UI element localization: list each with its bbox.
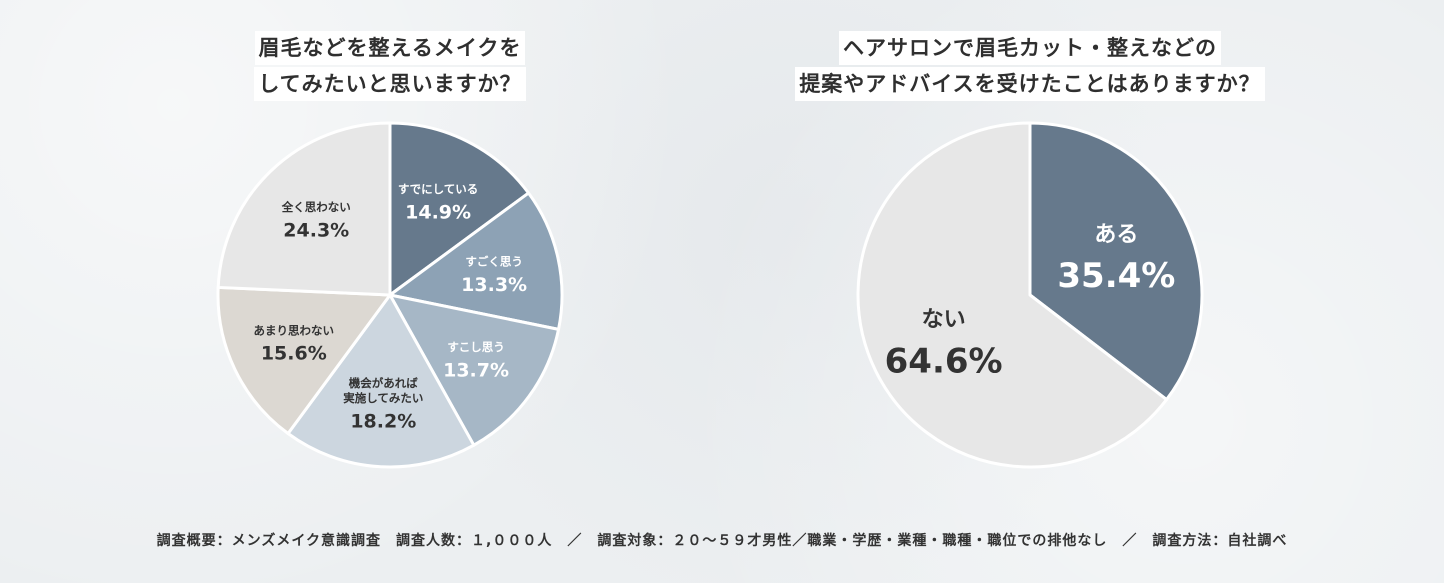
left-pie-chart: すでにしている 14.9% すごく思う 13.3% すこし思う 13.7% 機会があれば実施…: [216, 121, 564, 469]
left-pie-slice-4: [216, 285, 392, 436]
left-slice-5-value-label: 24.3%: [283, 220, 349, 242]
left-slice-0-value-label: 14.9%: [405, 202, 471, 224]
left-slice-3-name-line-0: 機会があれば: [349, 376, 418, 390]
left-slice-3-value-label: 18.2%: [350, 411, 416, 433]
left-slice-2-name-line-0: すこし思う: [447, 340, 505, 354]
right-pie-slice-0: [1028, 121, 1204, 402]
right-pie-slice-1: [856, 121, 1169, 469]
right-chart-title-line-2: 提案やアドバイスを受けたことはありますか？: [795, 67, 1265, 101]
left-slice-2-value-label: 13.7%: [443, 360, 509, 382]
right-slice-0-value-label: 35.4%: [1057, 256, 1175, 296]
right-pie-slices: [856, 121, 1204, 469]
left-slice-4-value-label: 15.6%: [261, 343, 327, 365]
left-pie-slice-3: [286, 293, 476, 469]
left-chart-title-line-1: 眉毛などを整えるメイクを: [254, 31, 526, 65]
right-slice-1-name-line-0: ない: [922, 308, 966, 333]
right-slice-0-name-line-0: ある: [1094, 222, 1138, 247]
left-chart-title: 眉毛などを整えるメイクを してみたいと思いますか？: [180, 30, 600, 102]
left-slice-5-name-line-0: 全く思わない: [281, 200, 351, 214]
left-slice-1-value-label: 13.3%: [461, 274, 527, 296]
left-pie-slice-0: [388, 121, 531, 297]
left-slice-1-name-line-0: すごく思う: [465, 254, 522, 268]
left-pie-slice-5: [216, 121, 392, 297]
right-chart-title-line-1: ヘアサロンで眉毛カット・整えなどの: [839, 31, 1221, 65]
left-pie-slices: [216, 121, 564, 469]
left-slice-0-name-line-0: すでにしている: [398, 182, 478, 196]
left-slice-3-name-line-1: 実施してみたい: [343, 391, 423, 405]
left-chart-title-line-2: してみたいと思いますか？: [254, 67, 526, 101]
right-chart-title: ヘアサロンで眉毛カット・整えなどの 提案やアドバイスを受けたことはありますか？: [730, 30, 1330, 102]
left-slice-4-name-line-0: あまり思わない: [254, 323, 335, 337]
left-pie-labels: すでにしている 14.9% すごく思う 13.3% すこし思う 13.7% 機会があれば実施…: [254, 182, 528, 433]
right-pie-chart: ある 35.4% ない 64.6%: [856, 121, 1204, 469]
left-pie-slice-1: [388, 191, 564, 331]
right-pie-labels: ある 35.4% ない 64.6%: [885, 222, 1176, 381]
right-slice-1-value-label: 64.6%: [885, 341, 1003, 381]
left-pie-slice-2: [388, 293, 561, 447]
survey-footnote: 調査概要：メンズメイク意識調査 調査人数：１,０００人 ／ 調査対象：２０〜５９…: [156, 533, 1288, 549]
